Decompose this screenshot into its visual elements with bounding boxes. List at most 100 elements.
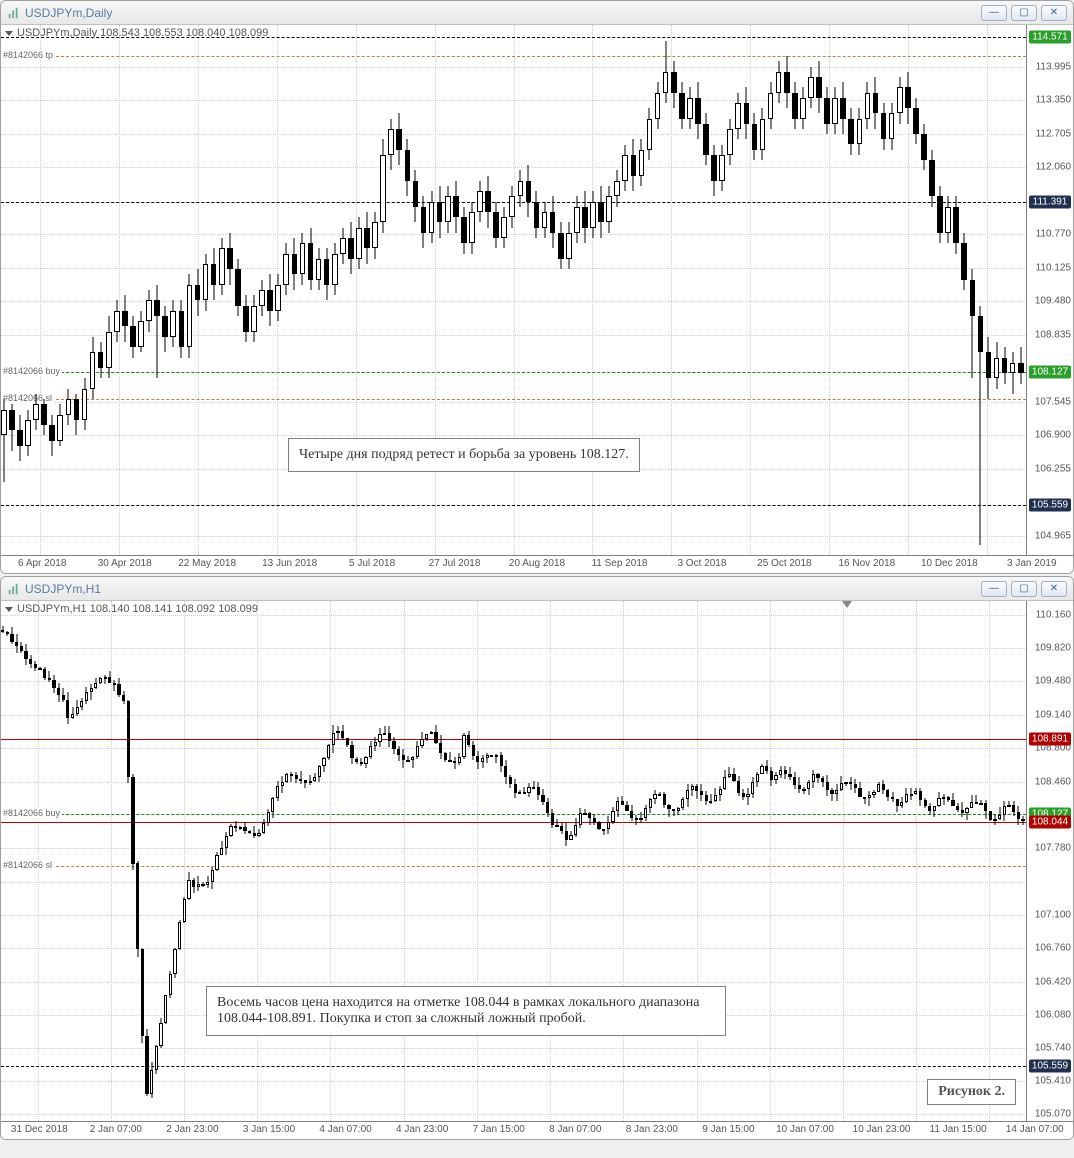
title-bar: USDJPYm,H1 — ▢ ✕ <box>1 577 1073 601</box>
candle <box>99 677 102 683</box>
candle <box>760 108 766 160</box>
candle <box>832 87 838 134</box>
candle <box>24 644 27 666</box>
candle <box>509 186 515 228</box>
y-tick-label: 112.060 <box>1036 162 1071 173</box>
candle <box>527 783 530 797</box>
candle <box>840 82 846 134</box>
window-daily: USDJPYm,Daily — ▢ ✕ USDJPYm,Daily 108.54… <box>0 0 1074 574</box>
close-button[interactable]: ✕ <box>1041 581 1067 597</box>
candle <box>550 196 556 248</box>
x-tick-label: 27 Jul 2018 <box>429 558 481 569</box>
candle <box>905 788 908 803</box>
candle <box>416 741 419 759</box>
candle <box>74 394 80 436</box>
candle <box>924 798 927 808</box>
maximize-button[interactable]: ▢ <box>1011 581 1037 597</box>
chart-daily[interactable]: USDJPYm,Daily 108.543 108.553 108.040 10… <box>1 25 1073 573</box>
candle <box>453 181 459 233</box>
x-tick-label: 2 Jan 07:00 <box>90 1124 142 1135</box>
candle <box>914 788 917 796</box>
candle <box>29 655 32 669</box>
candle <box>346 738 349 748</box>
candle <box>752 113 758 160</box>
price-tag: 114.571 <box>1029 30 1071 43</box>
candle <box>458 753 461 765</box>
candle <box>858 782 861 797</box>
candle <box>751 777 754 798</box>
minimize-button[interactable]: — <box>981 5 1007 21</box>
candle <box>695 784 698 799</box>
candle <box>106 316 112 378</box>
candle <box>635 815 638 826</box>
candle <box>687 87 693 129</box>
candle <box>448 752 451 762</box>
y-tick-label: 113.995 <box>1036 61 1071 72</box>
candle <box>590 191 596 238</box>
candle <box>746 788 749 805</box>
candle <box>316 248 322 290</box>
candle <box>541 789 544 805</box>
candle <box>523 787 526 794</box>
candle <box>945 196 951 243</box>
candle <box>947 796 950 802</box>
candle <box>169 971 172 998</box>
candle <box>239 826 242 830</box>
x-tick-label: 10 Jan 23:00 <box>853 1124 911 1135</box>
candle <box>138 311 144 353</box>
candle <box>10 627 13 643</box>
candle <box>574 818 577 837</box>
candle <box>197 876 200 890</box>
candle <box>201 882 204 887</box>
candle <box>493 202 499 249</box>
candle <box>826 775 829 796</box>
candle <box>770 767 773 785</box>
candle <box>41 399 47 435</box>
candle <box>348 222 354 274</box>
candle <box>501 207 507 249</box>
candle <box>760 764 763 775</box>
candle <box>90 337 96 399</box>
candle <box>800 87 806 129</box>
candle <box>52 675 55 693</box>
candle <box>933 806 936 817</box>
maximize-button[interactable]: ▢ <box>1011 5 1037 21</box>
close-button[interactable]: ✕ <box>1041 5 1067 21</box>
candle <box>597 821 600 830</box>
candle <box>514 779 517 798</box>
candle <box>658 792 661 795</box>
candle <box>686 784 689 807</box>
candle <box>630 805 633 821</box>
candle <box>756 772 759 786</box>
y-tick-label: 105.740 <box>1035 1043 1071 1054</box>
candle <box>206 876 209 888</box>
candle <box>397 746 400 762</box>
candle <box>285 773 288 783</box>
candle <box>9 404 15 451</box>
y-tick-label: 109.480 <box>1035 676 1071 687</box>
candle <box>877 782 880 792</box>
candle <box>234 821 237 831</box>
candle <box>897 77 903 124</box>
candle <box>655 82 661 129</box>
candle <box>844 782 847 787</box>
candle <box>82 378 88 430</box>
candle <box>631 139 637 191</box>
candle <box>34 661 37 671</box>
candle <box>705 791 708 805</box>
candle <box>275 274 281 321</box>
candle <box>195 269 201 316</box>
y-tick-label: 106.900 <box>1035 430 1071 441</box>
y-tick-label: 108.835 <box>1035 329 1071 340</box>
candle <box>332 725 335 752</box>
candle <box>154 285 160 379</box>
candle <box>639 139 645 186</box>
candle <box>569 831 572 840</box>
candle <box>6 631 9 636</box>
chart-h1[interactable]: USDJPYm,H1 108.140 108.141 108.092 108.0… <box>1 601 1073 1139</box>
candle <box>33 394 39 430</box>
minimize-button[interactable]: — <box>981 581 1007 597</box>
candle <box>49 415 55 457</box>
candle <box>711 145 717 197</box>
y-tick-label: 104.965 <box>1035 531 1071 542</box>
